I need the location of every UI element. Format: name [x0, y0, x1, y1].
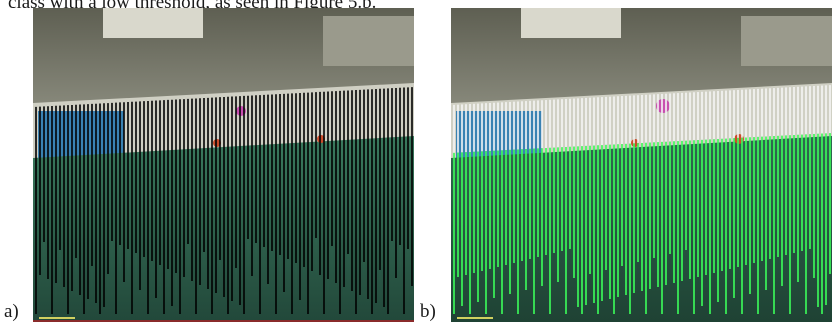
scan-lines-image-b — [451, 8, 832, 322]
poster — [103, 8, 203, 38]
scan-lines-group-b — [453, 85, 831, 314]
ball-left — [213, 139, 221, 147]
shelf — [323, 16, 414, 66]
panel-b-label: b) — [420, 301, 436, 322]
poster — [521, 8, 621, 38]
shelf — [741, 16, 832, 66]
panel-a-label: a) — [4, 301, 19, 322]
scan-lines-group-a — [35, 87, 413, 314]
ball-right — [317, 135, 325, 143]
figure-panel-b — [451, 8, 832, 322]
figure-panel-a — [33, 8, 414, 322]
scan-lines-image-a — [33, 8, 414, 322]
bottom-edge — [33, 320, 414, 322]
status-bar — [457, 317, 493, 319]
ball-left — [631, 139, 639, 147]
status-bar — [39, 317, 75, 319]
